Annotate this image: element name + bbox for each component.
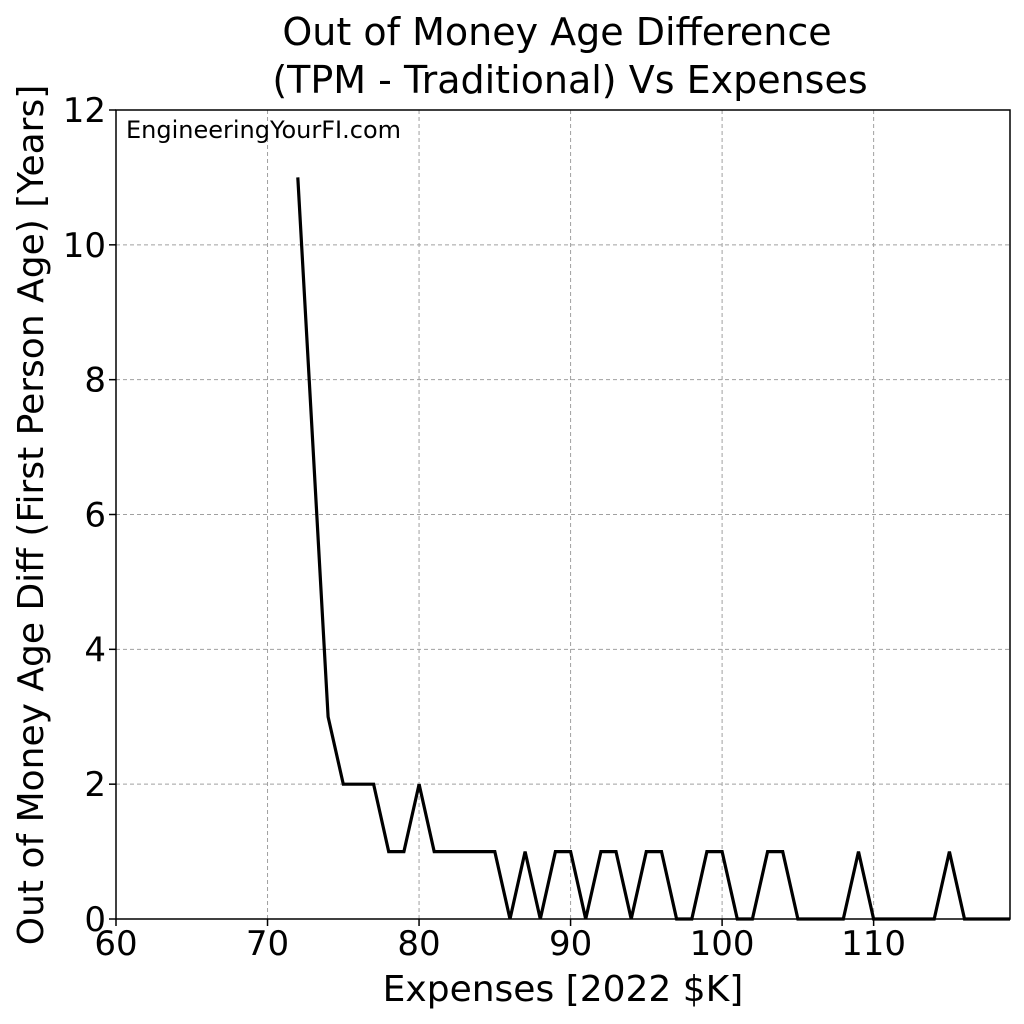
series-line	[296, 177, 1010, 921]
y-axis-ticks: 0 2 4 6 8 10 12	[63, 91, 116, 940]
y-tick-label: 0	[84, 900, 106, 940]
watermark-text: EngineeringYourFI.com	[126, 116, 401, 144]
x-axis-title: Expenses [2022 $K]	[383, 969, 744, 1010]
x-tick-label: 80	[397, 924, 440, 964]
chart-title-line1: Out of Money Age Difference	[282, 10, 831, 54]
x-tick-label: 90	[549, 924, 592, 964]
y-tick-label: 12	[63, 91, 106, 131]
grid	[116, 110, 1010, 919]
x-tick-label: 110	[841, 924, 906, 964]
data-points	[297, 177, 1011, 920]
x-axis-ticks: 60 70 80 90 100 110	[94, 919, 906, 964]
y-tick-label: 8	[84, 361, 106, 401]
y-tick-label: 10	[63, 226, 106, 266]
y-tick-label: 2	[84, 765, 106, 805]
y-tick-label: 6	[84, 496, 106, 536]
x-tick-label: 70	[246, 924, 289, 964]
plot-frame	[115, 109, 1011, 920]
x-tick-label: 100	[690, 924, 755, 964]
chart-title-line2: (TPM - Traditional) Vs Expenses	[272, 58, 867, 102]
y-tick-label: 4	[84, 630, 106, 670]
y-axis-title: Out of Money Age Diff (First Person Age)…	[11, 85, 52, 946]
x-tick-label: 60	[94, 924, 137, 964]
